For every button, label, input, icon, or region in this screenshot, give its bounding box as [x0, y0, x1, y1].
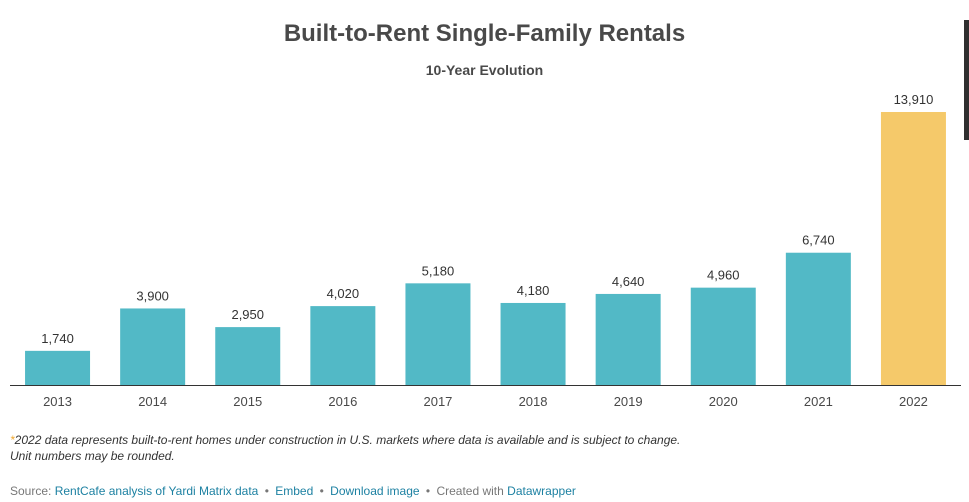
download-image-link[interactable]: Download image: [330, 484, 420, 498]
x-tick-label: 2019: [614, 394, 643, 409]
source-prefix: Source:: [10, 484, 52, 498]
bar-2019: [595, 293, 661, 385]
bar-value-label: 4,180: [517, 283, 550, 298]
chart-subtitle: 10-Year Evolution: [425, 62, 544, 78]
bar-value-label: 4,020: [327, 286, 360, 301]
chart-title: Built-to-Rent Single-Family Rentals: [283, 20, 686, 47]
bar-2015: [215, 327, 281, 385]
bar-value-label: 13,910: [894, 92, 934, 107]
embed-link[interactable]: Embed: [275, 484, 314, 498]
x-tick-label: 2017: [423, 394, 452, 409]
footnote-text-1: 2022 data represents built-to-rent homes…: [14, 433, 681, 447]
side-edge-decoration: [964, 20, 969, 140]
x-tick-label: 2014: [138, 394, 167, 409]
bar-2017: [405, 283, 471, 385]
bar-value-label: 4,640: [612, 274, 645, 289]
x-tick-label: 2022: [899, 394, 928, 409]
footnote-line-2: Unit numbers may be rounded.: [10, 449, 175, 463]
x-tick-label: 2015: [233, 394, 262, 409]
bar-value-label: 4,960: [707, 268, 740, 283]
bar-2014: [120, 308, 186, 385]
bar-2013: [25, 350, 91, 385]
datawrapper-link[interactable]: Datawrapper: [507, 484, 576, 498]
bar-value-label: 1,740: [41, 331, 74, 346]
created-with-text: Created with: [436, 484, 504, 498]
bar-2020: [690, 287, 756, 385]
footnote-line-1: *2022 data represents built-to-rent home…: [10, 432, 950, 448]
bar-value-label: 3,900: [136, 288, 169, 303]
x-tick-label: 2018: [519, 394, 548, 409]
bar-2022: [880, 112, 946, 385]
footnote: *2022 data represents built-to-rent home…: [10, 432, 950, 464]
bar-value-label: 5,180: [422, 263, 455, 278]
source-line: Source: RentCafe analysis of Yardi Matri…: [10, 484, 576, 498]
x-tick-label: 2016: [328, 394, 357, 409]
x-tick-label: 2021: [804, 394, 833, 409]
separator-dot: •: [264, 484, 269, 498]
source-link[interactable]: RentCafe analysis of Yardi Matrix data: [54, 484, 259, 498]
bar-2016: [310, 306, 376, 385]
x-tick-label: 2020: [709, 394, 738, 409]
x-tick-label: 2013: [43, 394, 72, 409]
bar-chart: 1,740 2013 3,900 2014 2,950 2015 4,020 2016 5,18…: [10, 92, 961, 409]
bar-2021: [785, 252, 851, 385]
bar-value-label: 2,950: [231, 307, 264, 322]
bar-2018: [500, 302, 566, 385]
separator-dot: •: [425, 484, 431, 498]
footnote-marker: *: [10, 433, 15, 447]
separator-dot: •: [319, 484, 324, 498]
bar-value-label: 6,740: [802, 233, 835, 248]
